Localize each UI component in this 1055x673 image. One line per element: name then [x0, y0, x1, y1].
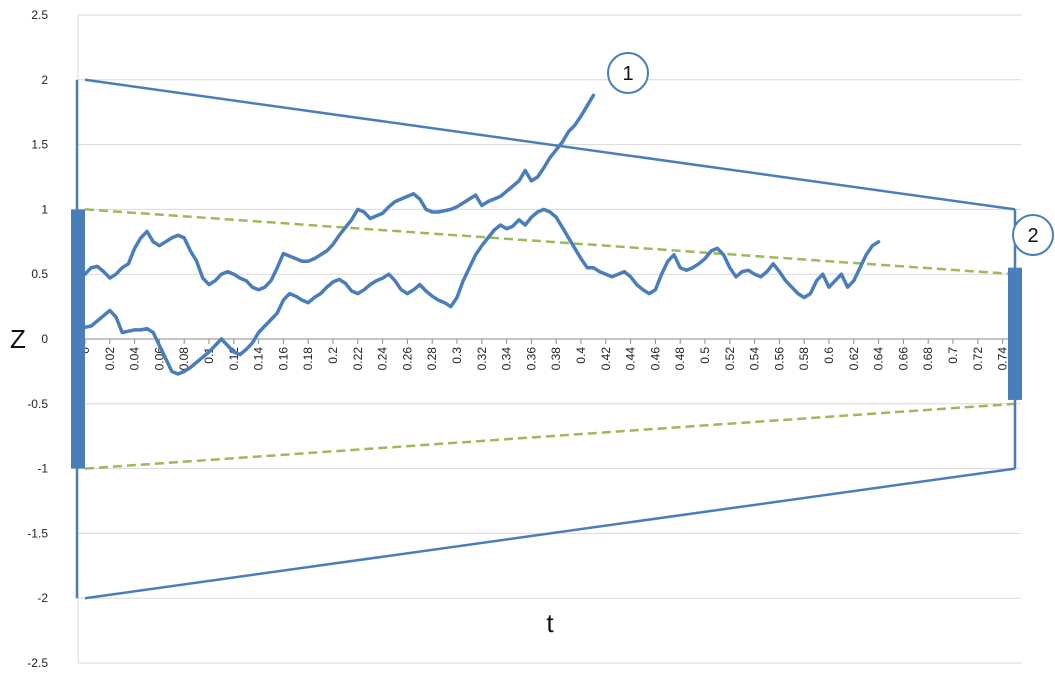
y-axis-label: Z: [10, 324, 26, 354]
outer-upper-boundary: [84, 78, 1016, 211]
y-tick-label-10: -2.5: [27, 656, 48, 670]
x-tick-label-4: 0.08: [177, 347, 191, 371]
y-tick-label-7: -1: [37, 462, 48, 476]
marker-2-circle: [1012, 214, 1054, 256]
marker-1-label: 1: [622, 63, 633, 85]
x-tick-label-17: 0.34: [500, 347, 514, 371]
x-tick-label-14: 0.28: [425, 347, 439, 371]
y-tick-label-2: 1.5: [31, 138, 48, 152]
x-tick-label-1: 0.02: [103, 347, 117, 371]
x-tick-labels: 00.020.040.060.080.10.120.140.160.180.20…: [78, 339, 1010, 370]
x-tick-label-12: 0.24: [376, 347, 390, 371]
x-tick-label-28: 0.56: [772, 347, 786, 371]
x-tick-label-26: 0.52: [723, 347, 737, 371]
x-tick-label-32: 0.64: [872, 347, 886, 371]
x-tick-label-30: 0.6: [822, 347, 836, 364]
x-tick-label-9: 0.18: [301, 347, 315, 371]
x-tick-label-24: 0.48: [673, 347, 687, 371]
x-tick-label-15: 0.3: [450, 347, 464, 364]
x-tick-label-18: 0.36: [524, 347, 538, 371]
series-line-2: [83, 207, 881, 376]
outer-lower-boundary: [84, 467, 1016, 600]
x-tick-label-37: 0.74: [996, 347, 1010, 371]
y-tick-label-5: 0: [41, 332, 48, 346]
series-lines: [83, 93, 881, 376]
x-tick-label-23: 0.46: [648, 347, 662, 371]
x-tick-label-27: 0.54: [748, 347, 762, 371]
marker-2-annotation: 2: [1012, 214, 1054, 256]
x-tick-label-2: 0.04: [128, 347, 142, 371]
y-tick-label-6: -0.5: [27, 397, 48, 411]
x-tick-label-33: 0.66: [896, 347, 910, 371]
x-tick-label-19: 0.38: [549, 347, 563, 371]
x-tick-label-20: 0.4: [574, 347, 588, 364]
x-tick-label-16: 0.32: [475, 347, 489, 371]
x-tick-label-35: 0.7: [946, 347, 960, 364]
final-interval-bar: [1008, 267, 1022, 400]
x-tick-label-7: 0.14: [252, 347, 266, 371]
annotation-markers: 1 2: [607, 52, 1054, 256]
series-line-1: [83, 93, 596, 292]
x-tick-label-36: 0.72: [971, 347, 985, 371]
x-tick-label-10: 0.2: [326, 347, 340, 364]
marker-1-circle: [607, 52, 649, 94]
x-tick-label-11: 0.22: [351, 347, 365, 371]
y-tick-label-8: -1.5: [27, 526, 48, 540]
x-axis-label: t: [546, 608, 554, 638]
marker-2-label: 2: [1027, 225, 1038, 247]
y-tick-label-0: 2.5: [31, 8, 48, 22]
x-tick-label-21: 0.42: [599, 347, 613, 371]
x-tick-label-25: 0.5: [698, 347, 712, 364]
interval-bars: [71, 209, 1022, 469]
y-tick-label-3: 1: [41, 202, 48, 216]
x-tick-label-34: 0.68: [921, 347, 935, 371]
y-tick-label-9: -2: [37, 591, 48, 605]
y-tick-labels: 2.5 2 1.5 1 0.5 0 -0.5 -1 -1.5 -2 -2.5: [27, 8, 48, 670]
x-tick-label-31: 0.62: [847, 347, 861, 371]
marker-1-annotation: 1: [607, 52, 649, 94]
y-tick-label-4: 0.5: [31, 267, 48, 281]
inner-upper-boundary: [84, 208, 1016, 276]
x-tick-label-13: 0.26: [400, 347, 414, 371]
initial-interval-bar: [71, 209, 85, 469]
inner-lower-boundary: [84, 402, 1016, 470]
y-tick-label-1: 2: [41, 73, 48, 87]
x-tick-label-8: 0.16: [276, 347, 290, 371]
x-tick-label-29: 0.58: [797, 347, 811, 371]
x-tick-label-5: 0.1: [202, 347, 216, 364]
x-tick-label-22: 0.44: [624, 347, 638, 371]
